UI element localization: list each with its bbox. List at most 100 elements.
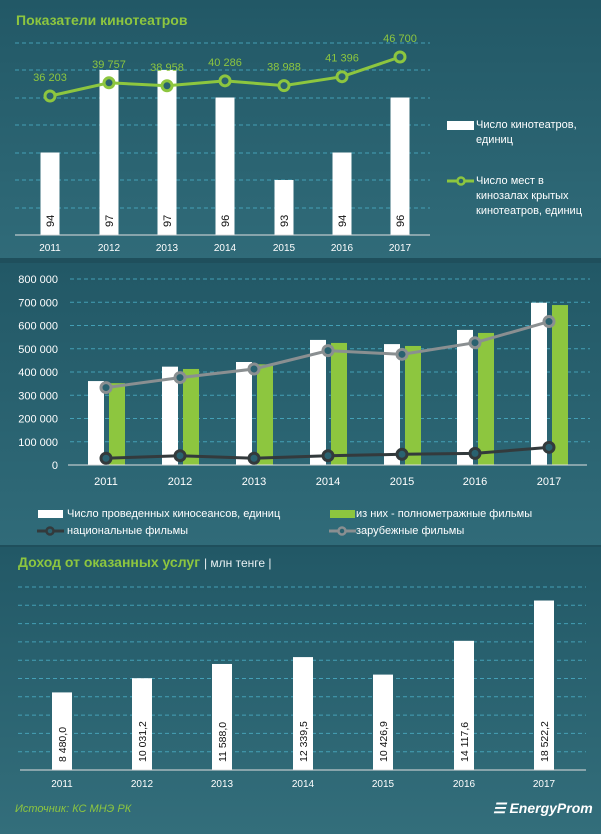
foreign-films-point	[542, 315, 556, 329]
national-films-point	[99, 451, 113, 465]
revenue-bar	[293, 657, 313, 770]
seats-data-label: 36 203	[33, 72, 67, 84]
seats-data-label: 40 286	[208, 57, 242, 69]
x-tick-label: 2015	[273, 243, 296, 254]
x-tick-label: 2013	[156, 243, 179, 254]
x-tick-label: 2017	[533, 779, 556, 790]
x-tick-label: 2011	[94, 476, 118, 488]
sessions-bar	[236, 362, 252, 465]
y-tick-label: 200 000	[18, 414, 58, 426]
chart3-title: Доход от оказанных услуг | млн тенге |	[18, 554, 272, 570]
divider	[0, 258, 601, 263]
x-tick-label: 2011	[39, 243, 61, 254]
national-films-point	[542, 440, 556, 454]
logo-text: EnergyProm	[509, 800, 593, 816]
feature-films-bar	[109, 383, 125, 465]
seats-data-label: 46 700	[383, 33, 417, 45]
sessions-bar	[457, 329, 473, 465]
seats-data-label: 38 958	[150, 62, 184, 74]
revenue-bar	[373, 674, 393, 770]
seats-data-label: 41 396	[325, 53, 359, 65]
feature-films-bar	[552, 305, 568, 465]
feature-films-bar	[478, 332, 494, 465]
national-films-point	[321, 449, 335, 463]
seats-point	[102, 76, 116, 90]
legend-feature-label: из них - полнометражные фильмы	[356, 508, 533, 520]
y-tick-label: 600 000	[18, 321, 58, 333]
cinemas-bar-label: 94	[45, 215, 57, 227]
sessions-bar	[162, 366, 178, 465]
chart3-title-text: Доход от оказанных услуг	[18, 554, 201, 570]
foreign-films-point	[99, 381, 113, 395]
legend-feature-swatch	[330, 510, 355, 518]
seats-point	[218, 74, 232, 88]
cinemas-bar	[99, 70, 119, 235]
sessions-bar	[88, 381, 104, 465]
chart1-title: Показатели кинотеатров	[16, 12, 188, 28]
cinemas-bar	[332, 152, 352, 235]
revenue-bar-label: 12 339,5	[298, 721, 310, 762]
cinemas-bar-label: 96	[220, 215, 232, 227]
cinemas-bar	[157, 70, 177, 235]
sessions-bar	[310, 339, 326, 465]
foreign-films-point	[247, 362, 261, 376]
revenue-bar	[454, 640, 474, 770]
revenue-bar	[534, 600, 554, 770]
revenue-bar	[132, 678, 152, 770]
legend-national-marker	[45, 526, 55, 536]
cinemas-bar-label: 97	[104, 215, 116, 227]
cinemas-bar-label: 96	[395, 215, 407, 227]
x-tick-label: 2017	[537, 476, 561, 488]
legend-foreign-label: зарубежные фильмы	[356, 525, 465, 537]
y-tick-label: 0	[52, 460, 58, 472]
foreign-films-point	[468, 336, 482, 350]
cinemas-bar	[390, 97, 410, 235]
x-tick-label: 2012	[131, 779, 154, 790]
revenue-bar-label: 10 031,2	[137, 721, 149, 762]
x-tick-label: 2016	[453, 779, 476, 790]
seats-data-label: 39 757	[92, 59, 126, 71]
legend-seats-label: Число мест в кинозалах крытых кинотеатро…	[476, 175, 583, 217]
revenue-bar-label: 8 480,0	[57, 727, 69, 762]
y-tick-label: 100 000	[18, 437, 58, 449]
seats-point	[393, 50, 407, 64]
x-tick-label: 2014	[214, 243, 237, 254]
legend-national-label: национальные фильмы	[67, 525, 189, 537]
revenue-bar	[212, 663, 232, 770]
y-tick-label: 500 000	[18, 344, 58, 356]
foreign-films-point	[173, 371, 187, 385]
energyprom-logo: ☰ EnergyProm	[493, 800, 593, 817]
revenue-bar-label: 11 588,0	[217, 722, 229, 762]
source-note: Источник: КС МНЭ РК	[15, 803, 132, 815]
seats-point	[277, 79, 291, 93]
sessions-bar	[531, 302, 547, 465]
cinemas-bar	[274, 180, 294, 235]
feature-films-bar	[257, 364, 273, 465]
seats-point	[160, 79, 174, 93]
national-films-point	[468, 446, 482, 460]
x-tick-label: 2015	[372, 779, 395, 790]
cinemas-bar	[40, 152, 60, 235]
x-tick-label: 2012	[168, 476, 192, 488]
foreign-films-point	[321, 344, 335, 358]
y-tick-label: 700 000	[18, 297, 58, 309]
logo-icon: ☰	[493, 800, 506, 816]
x-tick-label: 2011	[51, 779, 73, 790]
x-tick-label: 2014	[292, 779, 315, 790]
legend-sessions-swatch	[38, 510, 63, 518]
seats-point	[335, 70, 349, 84]
x-tick-label: 2017	[389, 243, 412, 254]
x-tick-label: 2012	[98, 243, 121, 254]
x-tick-label: 2013	[242, 476, 266, 488]
revenue-bar-label: 18 522,2	[539, 721, 551, 762]
revenue-bar	[52, 692, 72, 770]
chart3-unit: | млн тенге |	[203, 556, 272, 570]
feature-films-bar	[331, 342, 347, 465]
legend-seats-marker	[456, 176, 466, 186]
x-tick-label: 2015	[390, 476, 414, 488]
national-films-point	[173, 449, 187, 463]
revenue-bar-label: 14 117,6	[459, 722, 471, 762]
y-tick-label: 300 000	[18, 390, 58, 402]
feature-films-bar	[405, 345, 421, 465]
x-tick-label: 2016	[331, 243, 354, 254]
